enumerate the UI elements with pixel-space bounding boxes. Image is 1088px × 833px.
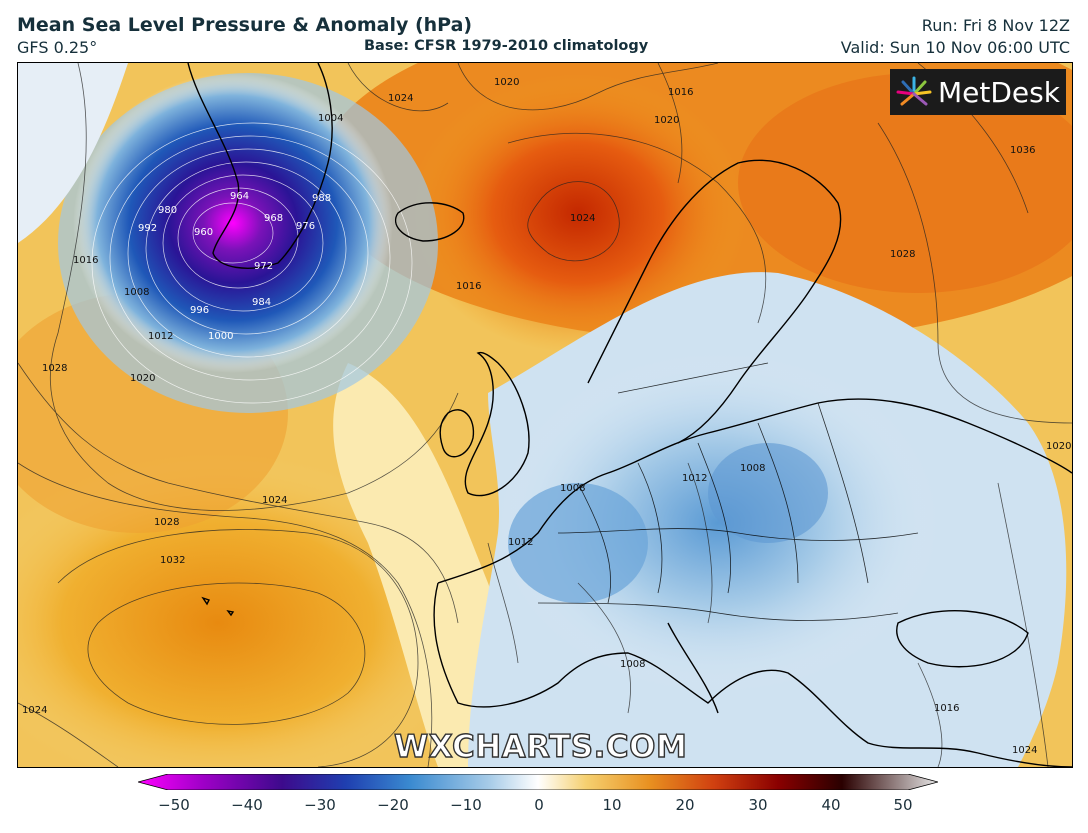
coast-scandinavia	[587, 159, 842, 444]
isobar-label: 968	[264, 213, 283, 224]
colorbar-tick: −40	[231, 796, 263, 814]
pale-anomaly-labrador	[18, 63, 128, 243]
isobar-label: 976	[296, 221, 315, 232]
isobar-label: 1024	[22, 705, 47, 716]
metdesk-logo: MetDesk	[890, 69, 1066, 115]
colorbar-tick: −20	[377, 796, 409, 814]
coast-italy	[667, 622, 719, 714]
colorbar-tick: 40	[821, 796, 841, 814]
isobar-label: 1020	[130, 373, 155, 384]
logo-text: MetDesk	[938, 75, 1060, 109]
isobar-label: 964	[230, 191, 249, 202]
isobar-label: 1012	[148, 331, 173, 342]
isobar-label: 1024	[388, 93, 413, 104]
anomaly-colorbar	[138, 774, 938, 790]
isobar-label: 1032	[160, 555, 185, 566]
model-label: GFS 0.25°	[17, 38, 98, 57]
metdesk-logo-icon	[896, 76, 932, 106]
high-anomaly-north-sea	[408, 73, 748, 353]
colorbar-tick-labels: −50 −40 −30 −20 −10 0 10 20 30 40 50	[138, 796, 938, 816]
colorbar-tick: 10	[602, 796, 622, 814]
warm-anomaly-russia	[738, 73, 1072, 293]
isobar-label: 1016	[934, 703, 959, 714]
valid-label: Valid: Sun 10 Nov 06:00 UTC	[840, 38, 1070, 57]
isobar-label: 1028	[890, 249, 915, 260]
isobar-label: 1008	[560, 483, 585, 494]
coast-black-sea	[896, 609, 1029, 668]
isobar-label: 1024	[262, 495, 287, 506]
isobar-label: 1008	[620, 659, 645, 670]
isobar-label: 992	[138, 223, 157, 234]
isobar-label: 1028	[154, 517, 179, 528]
negative-anomaly-france	[508, 483, 648, 603]
colorbar-fill	[138, 774, 938, 790]
isobar-label: 1000	[208, 331, 233, 342]
isobar-label: 1024	[1012, 745, 1037, 756]
deep-low-anomaly-greenland	[73, 73, 393, 373]
isobar-label: 980	[158, 205, 177, 216]
isobar-contours	[18, 63, 1072, 767]
isobar-label: 1016	[456, 281, 481, 292]
negative-anomaly-central-europe	[498, 353, 938, 693]
isobar-label: 1036	[1010, 145, 1035, 156]
low-isobars	[91, 122, 413, 404]
colorbar-tick: 0	[534, 796, 544, 814]
coast-ireland	[439, 409, 475, 458]
isobar-label: 1008	[740, 463, 765, 474]
colorbar-tick: −10	[450, 796, 482, 814]
isobar-label: 1016	[668, 87, 693, 98]
coast-greenland	[187, 63, 333, 269]
isobar-label: 1016	[73, 255, 98, 266]
map-canvas: 1024 1020 1016 1020 1024 1036 1028 1004 …	[18, 63, 1072, 767]
colorbar-tick: −50	[158, 796, 190, 814]
coast-mediterranean	[433, 582, 1072, 767]
coast-iceland	[395, 202, 465, 242]
colorbar-tick: 50	[893, 796, 913, 814]
isobar-label: 984	[252, 297, 271, 308]
negative-anomaly-poland	[708, 443, 828, 543]
isobar-label: 972	[254, 261, 273, 272]
isobar-label: 988	[312, 193, 331, 204]
isobar-label: 1020	[1046, 441, 1071, 452]
pressure-anomaly-map: 1024 1020 1016 1020 1024 1036 1028 1004 …	[17, 62, 1073, 768]
wxcharts-watermark: WXCHARTS.COM	[393, 728, 688, 765]
country-borders	[537, 362, 919, 621]
isobar-label: 1008	[124, 287, 149, 298]
isobar-label: 1020	[494, 77, 519, 88]
isobar-label: 1028	[42, 363, 67, 374]
coast-europe-north	[437, 398, 1072, 584]
coast-britain	[464, 351, 530, 497]
chart-title: Mean Sea Level Pressure & Anomaly (hPa)	[17, 14, 473, 36]
colorbar-tick: 20	[675, 796, 695, 814]
isobar-label: 1024	[570, 213, 595, 224]
isobar-label: 960	[194, 227, 213, 238]
isobar-label: 1004	[318, 113, 343, 124]
run-label: Run: Fri 8 Nov 12Z	[921, 16, 1070, 35]
isobar-label: 1012	[508, 537, 533, 548]
isobar-label: 996	[190, 305, 209, 316]
coastlines	[187, 63, 1072, 767]
coast-azores	[201, 596, 235, 617]
base-label: Base: CFSR 1979-2010 climatology	[364, 38, 649, 54]
colorbar-tick: 30	[748, 796, 768, 814]
isobar-labels: 1024 1020 1016 1020 1024 1036 1028 1004 …	[22, 77, 1071, 756]
colorbar-tick: −30	[304, 796, 336, 814]
isobar-label: 1012	[682, 473, 707, 484]
isobar-label: 1020	[654, 115, 679, 126]
